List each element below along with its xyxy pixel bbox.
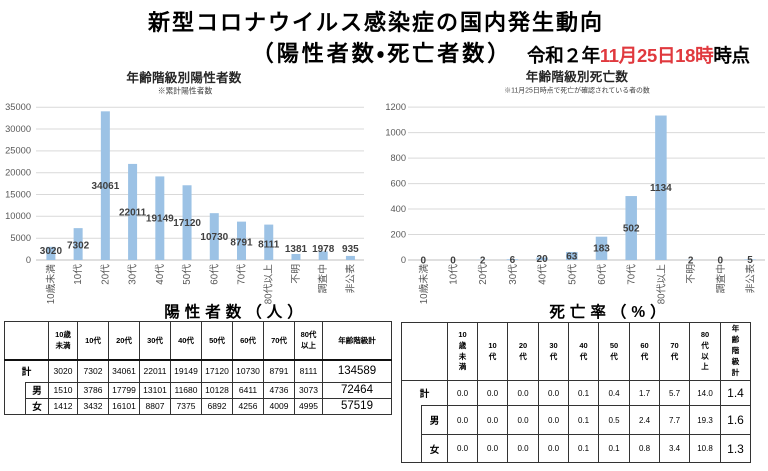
svg-text:20: 20	[537, 254, 549, 265]
svg-text:不明: 不明	[290, 264, 302, 284]
svg-text:3020: 3020	[40, 246, 63, 257]
svg-text:0: 0	[421, 255, 427, 266]
svg-text:502: 502	[623, 223, 640, 234]
svg-text:調査中: 調査中	[714, 264, 727, 293]
svg-text:70代: 70代	[626, 264, 638, 285]
svg-text:35000: 35000	[5, 102, 31, 112]
svg-text:調査中: 調査中	[316, 264, 329, 293]
svg-text:200: 200	[390, 229, 406, 239]
svg-text:30代: 30代	[127, 264, 139, 285]
svg-text:10代: 10代	[448, 264, 460, 285]
svg-text:20代: 20代	[477, 264, 489, 285]
svg-text:10代: 10代	[72, 264, 84, 285]
svg-text:800: 800	[390, 153, 406, 163]
svg-text:陽性者数（人）: 陽性者数（人）	[164, 302, 308, 321]
svg-text:不明: 不明	[685, 264, 697, 284]
svg-text:7302: 7302	[67, 241, 90, 252]
svg-text:80代以上: 80代以上	[263, 264, 275, 304]
svg-text:60代: 60代	[208, 264, 220, 285]
svg-text:8111: 8111	[258, 240, 280, 251]
svg-text:非公表: 非公表	[745, 264, 757, 294]
svg-text:非公表: 非公表	[344, 264, 356, 294]
svg-text:2: 2	[480, 255, 486, 266]
svg-text:年齢階級別陽性者数: 年齢階級別陽性者数	[126, 70, 241, 85]
svg-text:400: 400	[390, 204, 406, 214]
svg-text:50代: 50代	[566, 264, 578, 285]
svg-text:6: 6	[510, 255, 516, 266]
svg-text:10歳未満: 10歳未満	[45, 264, 57, 304]
svg-text:1381: 1381	[285, 244, 308, 255]
svg-text:600: 600	[390, 178, 406, 188]
svg-text:40代: 40代	[537, 264, 549, 285]
svg-text:19149: 19149	[146, 214, 174, 225]
svg-text:80代以上: 80代以上	[655, 264, 667, 304]
svg-text:1978: 1978	[312, 244, 335, 255]
svg-text:1000: 1000	[385, 127, 406, 137]
svg-text:30代: 30代	[507, 264, 519, 285]
svg-text:年齢階級別死亡数: 年齢階級別死亡数	[526, 69, 629, 84]
svg-text:183: 183	[593, 244, 610, 255]
svg-text:死亡率（%）: 死亡率（%）	[549, 302, 670, 321]
svg-text:63: 63	[566, 251, 578, 262]
svg-text:10歳未満: 10歳未満	[418, 264, 430, 304]
svg-text:40代: 40代	[154, 264, 166, 285]
svg-text:5: 5	[747, 255, 753, 266]
svg-text:30000: 30000	[5, 124, 31, 134]
svg-text:50代: 50代	[181, 264, 193, 285]
svg-text:8791: 8791	[230, 238, 253, 249]
svg-text:1200: 1200	[385, 102, 406, 112]
svg-text:20代: 20代	[99, 264, 111, 285]
svg-text:10000: 10000	[5, 211, 31, 221]
svg-text:0: 0	[401, 255, 406, 265]
svg-text:0: 0	[26, 255, 31, 265]
svg-text:2: 2	[688, 255, 694, 266]
svg-text:17120: 17120	[173, 218, 201, 229]
svg-text:70代: 70代	[236, 264, 248, 285]
svg-text:0: 0	[718, 255, 724, 266]
svg-text:60代: 60代	[596, 264, 608, 285]
svg-text:15000: 15000	[5, 189, 31, 199]
svg-text:25000: 25000	[5, 146, 31, 156]
svg-text:※11月25日時点で死亡が確認されている者の数: ※11月25日時点で死亡が確認されている者の数	[504, 86, 650, 95]
svg-text:0: 0	[450, 255, 456, 266]
svg-text:20000: 20000	[5, 168, 31, 178]
svg-text:※累計陽性者数: ※累計陽性者数	[158, 86, 213, 96]
svg-text:10730: 10730	[200, 232, 228, 243]
svg-text:1134: 1134	[650, 183, 672, 194]
svg-text:935: 935	[342, 244, 359, 255]
svg-text:22011: 22011	[119, 208, 147, 219]
svg-text:34061: 34061	[91, 181, 119, 192]
svg-text:5000: 5000	[10, 233, 31, 243]
